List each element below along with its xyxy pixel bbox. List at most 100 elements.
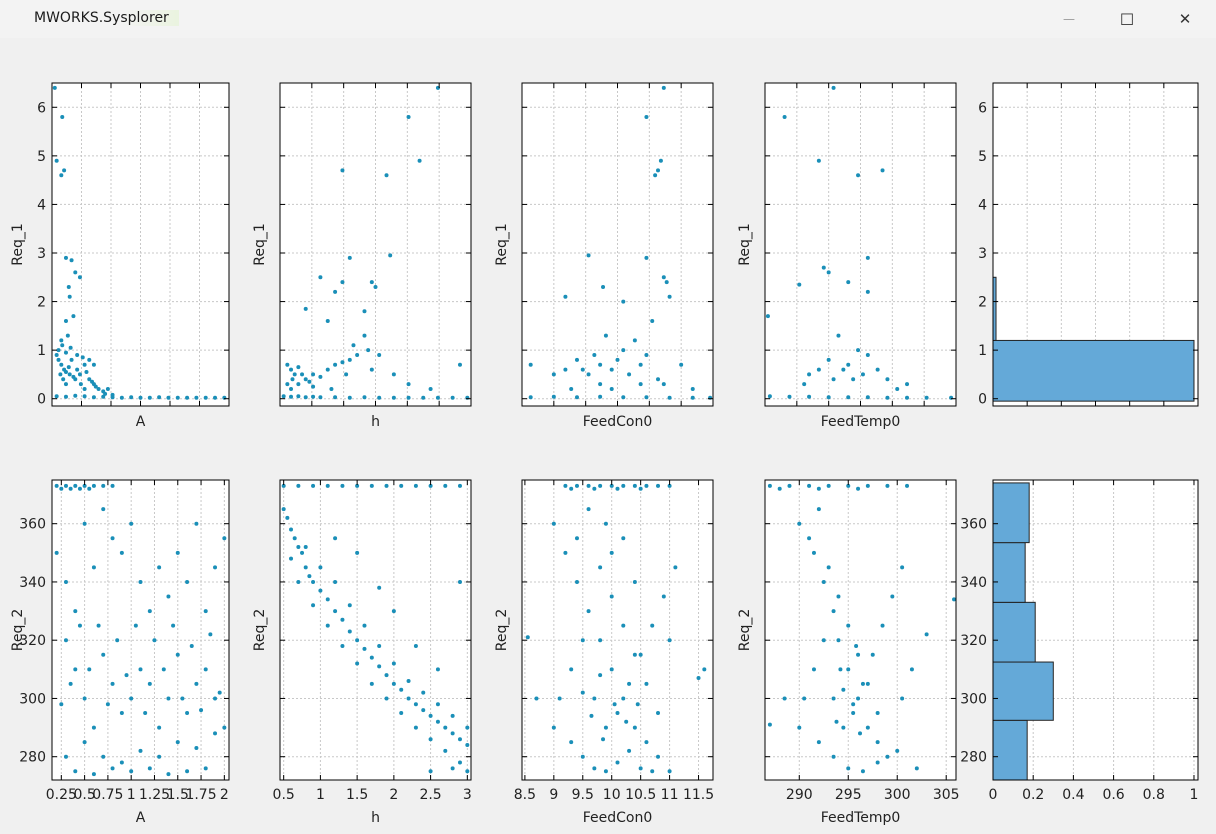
data-point	[203, 667, 208, 672]
data-point	[661, 85, 666, 90]
x-tick-label: 290	[786, 787, 813, 803]
maximize-button[interactable]: ☐	[1098, 0, 1156, 38]
data-point	[816, 740, 821, 745]
data-point	[289, 367, 294, 372]
data-point	[384, 696, 389, 701]
data-point	[73, 393, 78, 398]
subplot-2: h Req_1	[252, 82, 472, 430]
data-point	[105, 387, 110, 391]
data-point	[609, 387, 614, 391]
data-point	[831, 609, 836, 614]
x-axis-label: FeedCon0	[583, 414, 653, 430]
data-point	[534, 696, 539, 701]
data-point	[340, 360, 345, 365]
data-point	[563, 550, 568, 555]
data-point	[644, 483, 649, 488]
data-point	[166, 696, 171, 701]
data-point	[147, 766, 152, 771]
data-point	[807, 372, 812, 377]
data-point	[333, 609, 338, 614]
data-point	[347, 629, 352, 634]
data-point	[465, 769, 470, 774]
x-tick-label: 9	[549, 787, 558, 803]
data-point	[551, 372, 556, 377]
data-point	[285, 382, 290, 387]
data-point	[632, 725, 637, 730]
data-point	[598, 394, 603, 399]
data-point	[621, 696, 626, 701]
data-point	[110, 395, 115, 400]
data-point	[292, 372, 297, 377]
plot-background	[280, 480, 471, 780]
data-point	[377, 664, 382, 669]
data-point	[391, 681, 396, 686]
data-point	[900, 696, 905, 701]
data-point	[185, 711, 190, 716]
data-point	[366, 348, 371, 353]
data-point	[82, 521, 87, 526]
y-tick-label: 340	[19, 575, 46, 591]
y-tick-label: 320	[19, 633, 46, 649]
data-point	[831, 377, 836, 382]
data-point	[413, 725, 418, 730]
y-tick-label: 5	[37, 149, 46, 165]
x-tick-label: 305	[933, 787, 960, 803]
data-point	[80, 355, 85, 360]
data-point	[592, 353, 597, 357]
data-point	[171, 623, 176, 628]
data-point	[203, 609, 208, 614]
data-point	[443, 483, 448, 488]
data-point	[851, 377, 856, 382]
data-point	[180, 696, 185, 701]
data-point	[609, 667, 614, 672]
data-point	[615, 711, 620, 716]
subplot-6: 280 300 320 340 360 0.250.50.75 1 1.251.51.75 2 A…	[10, 479, 230, 826]
data-point	[865, 353, 870, 357]
data-point	[601, 285, 606, 289]
data-point	[667, 769, 672, 774]
minimize-button[interactable]: —	[1040, 0, 1098, 38]
data-point	[59, 702, 64, 707]
y-tick-label: 300	[19, 691, 46, 707]
data-point	[615, 760, 620, 765]
data-point	[860, 372, 865, 377]
data-point	[846, 395, 851, 400]
data-point	[603, 333, 608, 338]
data-point	[333, 289, 338, 294]
plot-frame	[992, 479, 1199, 781]
data-point	[609, 594, 614, 599]
data-point	[143, 711, 148, 716]
data-point	[63, 754, 68, 759]
data-point	[586, 253, 591, 258]
plot-frame	[279, 479, 472, 781]
close-button[interactable]: ✕	[1156, 0, 1214, 38]
data-point	[157, 725, 162, 730]
y-tick-label: 6	[978, 100, 987, 116]
data-point	[586, 372, 591, 377]
data-point	[303, 377, 308, 382]
plot-background	[52, 480, 229, 780]
data-point	[856, 486, 861, 491]
data-point	[782, 696, 787, 701]
y-tick-label: 280	[960, 750, 987, 766]
data-point	[340, 483, 345, 488]
data-point	[296, 544, 301, 549]
data-point	[347, 603, 352, 608]
data-point	[650, 319, 655, 323]
data-point	[632, 579, 637, 584]
data-point	[528, 362, 533, 367]
data-point	[569, 387, 574, 391]
x-tick-label: 1	[1190, 787, 1199, 803]
data-point	[612, 702, 617, 707]
data-point	[603, 521, 608, 526]
data-point	[318, 374, 323, 379]
data-point	[450, 395, 455, 400]
data-point	[60, 343, 65, 348]
data-point	[638, 362, 643, 367]
data-point	[656, 168, 661, 173]
data-point	[340, 617, 345, 622]
data-point	[101, 652, 106, 657]
data-point	[609, 367, 614, 372]
x-axis-label: h	[371, 810, 380, 826]
data-point	[110, 536, 115, 541]
